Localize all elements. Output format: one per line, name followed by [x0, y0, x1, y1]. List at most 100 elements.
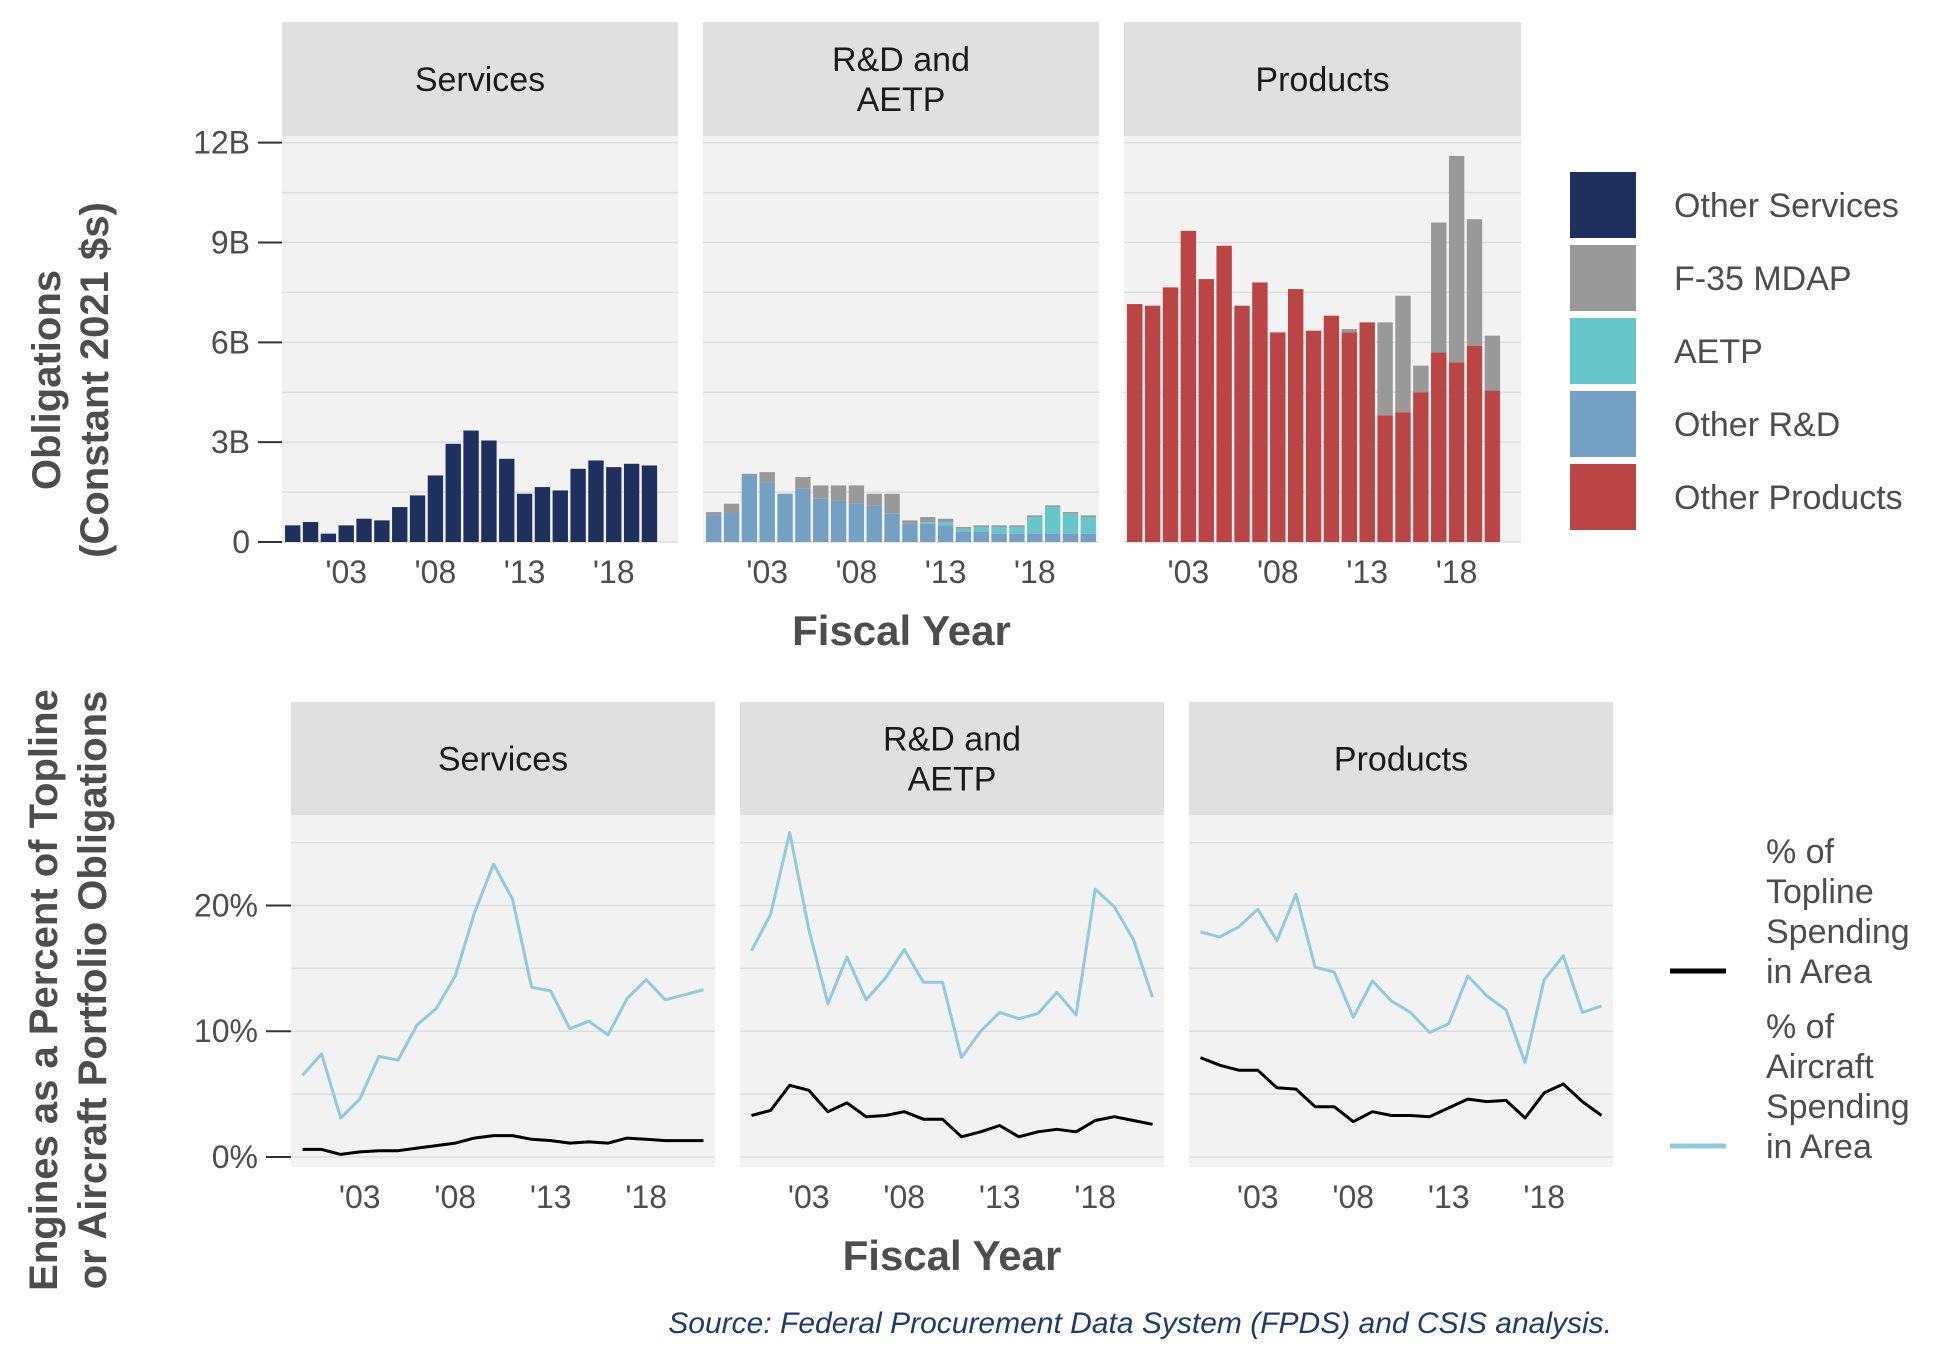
- line-topline: [302, 1134, 704, 1156]
- bar-f35: [741, 473, 758, 476]
- y-tick-label: 9B: [211, 224, 250, 260]
- facet-strip-r-d-and-aetp: [740, 702, 1164, 815]
- bar-f35: [1448, 155, 1465, 363]
- bar-other-services: [374, 520, 390, 542]
- bar-f35: [795, 477, 811, 489]
- bar-other-rd: [866, 505, 882, 542]
- legend-label-topline: Topline: [1766, 873, 1874, 911]
- y-tick-label: 6B: [211, 324, 250, 360]
- facet-strip-products: [1124, 22, 1521, 136]
- x-tick-label: '13: [504, 554, 546, 590]
- bar-other-products: [1287, 289, 1304, 542]
- bar-other-services: [392, 507, 408, 542]
- bar-f35: [1466, 219, 1483, 346]
- legend-swatch-other-rd: [1570, 391, 1636, 457]
- panel-background: [740, 815, 1164, 1167]
- legend-label-f35: F-35 MDAP: [1674, 260, 1852, 298]
- bar-other-rd: [1027, 533, 1043, 542]
- bar-f35: [866, 493, 882, 506]
- legend-label-topline: in Area: [1766, 953, 1872, 991]
- facet-strip-services: [291, 702, 715, 815]
- legend-label-aircraft: % of: [1766, 1008, 1835, 1046]
- legend-label-other-products: Other Products: [1674, 479, 1903, 517]
- bar-other-products: [1466, 345, 1483, 542]
- bar-other-products: [1431, 352, 1447, 542]
- bar-aetp: [955, 528, 972, 533]
- y-tick-label: 0: [232, 524, 250, 560]
- legend-label-other-services: Other Services: [1674, 187, 1899, 225]
- x-tick-label: '08: [1332, 1179, 1374, 1215]
- bar-aetp: [991, 527, 1007, 534]
- facet-strip-r-d-and-aetp: [703, 22, 1099, 136]
- bar-other-rd: [813, 498, 829, 542]
- legend-swatch-other-services: [1570, 172, 1636, 238]
- bar-aetp: [920, 522, 936, 524]
- bar-other-services: [534, 487, 551, 542]
- bar-other-services: [516, 493, 533, 542]
- bar-other-rd: [795, 488, 811, 542]
- bar-f35: [1009, 525, 1025, 528]
- bar-other-services: [356, 518, 372, 542]
- bar-other-services: [409, 495, 426, 542]
- bar-aetp: [937, 522, 954, 526]
- bar-other-rd: [777, 493, 793, 542]
- bar-other-products: [1216, 245, 1232, 542]
- legend-swatch-other-products: [1570, 464, 1636, 530]
- bar-other-services: [641, 465, 658, 542]
- x-tick-label: '08: [883, 1179, 925, 1215]
- y-tick-label: 3B: [211, 424, 250, 460]
- bar-other-rd: [759, 482, 775, 542]
- bar-other-products: [1252, 282, 1268, 542]
- x-tick-label: '08: [434, 1179, 476, 1215]
- y-tick-label: 10%: [194, 1013, 258, 1049]
- x-tick-label: '03: [325, 554, 367, 590]
- bar-other-rd: [920, 523, 936, 542]
- facet-title-products: Products: [1255, 61, 1389, 99]
- bar-other-products: [1323, 315, 1340, 542]
- x-tick-label: '03: [746, 554, 788, 590]
- x-tick-label: '03: [1168, 554, 1210, 590]
- source-caption: Source: Federal Procurement Data System …: [668, 1307, 1612, 1340]
- bar-other-rd: [848, 503, 865, 542]
- bar-aetp: [1044, 507, 1061, 534]
- bar-other-rd: [1080, 533, 1096, 542]
- y-tick-label: 20%: [194, 888, 258, 924]
- bar-other-rd: [955, 532, 972, 542]
- bar-f35: [991, 525, 1007, 528]
- line-aircraft: [750, 831, 1154, 1060]
- bar-other-products: [1198, 279, 1214, 542]
- y-tick-label: 12B: [193, 125, 250, 161]
- facet-title-r-d-and-aetp: R&D and: [883, 721, 1021, 759]
- x-tick-label: '03: [339, 1179, 381, 1215]
- x-axis-title: Fiscal Year: [843, 1232, 1062, 1279]
- x-tick-label: '18: [1436, 554, 1478, 590]
- bar-other-rd: [723, 512, 740, 542]
- bar-other-products: [1305, 330, 1322, 542]
- bar-f35: [1044, 505, 1061, 508]
- facet-title-r-d-and-aetp: AETP: [908, 761, 997, 799]
- line-aircraft: [301, 862, 704, 1120]
- bar-other-services: [552, 490, 568, 542]
- x-tick-label: '13: [530, 1179, 572, 1215]
- facet-title-services: Services: [438, 741, 568, 779]
- bar-other-rd: [1044, 533, 1061, 542]
- y-axis-title: or Aircraft Portfolio Obligations: [71, 691, 115, 1290]
- legend-label-topline: Spending: [1766, 913, 1910, 951]
- legend-swatch-aetp: [1570, 318, 1636, 384]
- bar-f35: [706, 512, 722, 516]
- legend-label-aetp: AETP: [1674, 333, 1763, 371]
- bar-other-services: [481, 440, 497, 542]
- bar-other-rd: [973, 532, 989, 542]
- bar-other-rd: [1009, 533, 1025, 542]
- bar-aetp: [1080, 517, 1096, 534]
- bar-other-products: [1144, 305, 1161, 542]
- bar-other-rd: [830, 500, 847, 542]
- bar-other-products: [1341, 332, 1358, 542]
- bar-f35: [759, 472, 775, 483]
- bar-other-services: [445, 443, 461, 542]
- x-tick-label: '18: [625, 1179, 667, 1215]
- x-tick-label: '03: [788, 1179, 830, 1215]
- bar-other-services: [606, 467, 622, 542]
- x-tick-label: '18: [593, 554, 635, 590]
- bar-aetp: [1027, 517, 1043, 534]
